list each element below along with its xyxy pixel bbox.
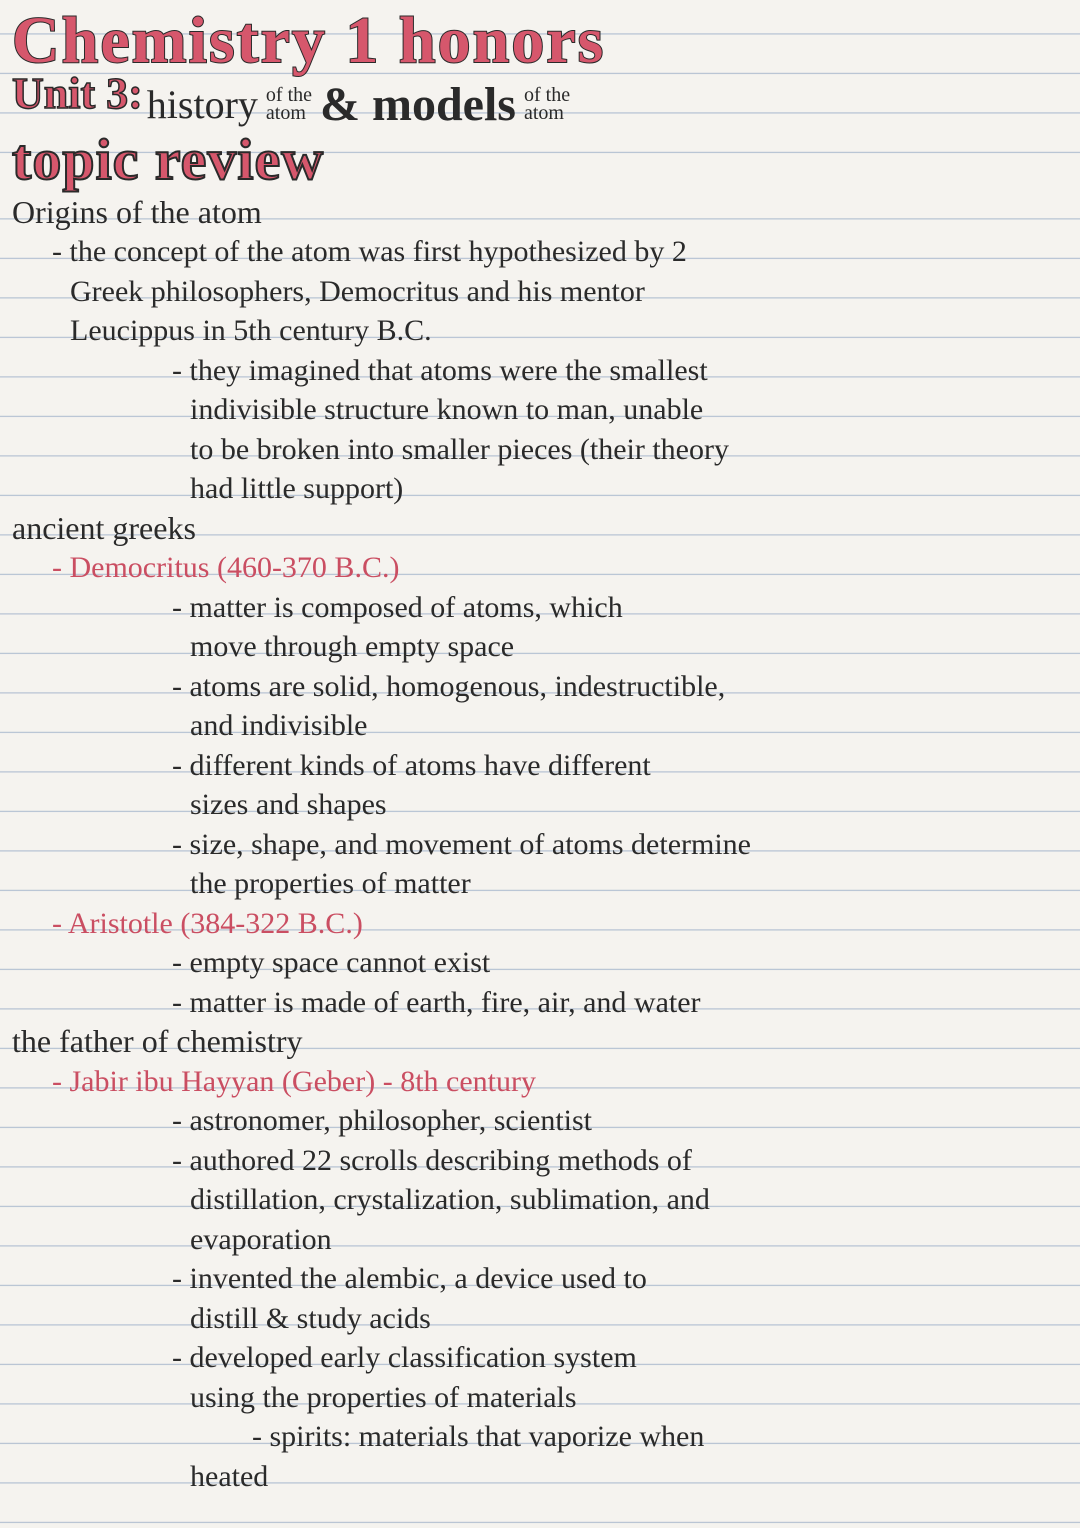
note-line: - atoms are solid, homogenous, indestruc… (10, 667, 1070, 707)
note-line: using the properties of materials (10, 1378, 1070, 1418)
stack-bot-2: atom (524, 104, 570, 122)
note-line: - invented the alembic, a device used to (10, 1259, 1070, 1299)
note-line: - matter is composed of atoms, which (10, 588, 1070, 628)
note-line: heated (10, 1457, 1070, 1497)
note-line: - empty space cannot exist (10, 943, 1070, 983)
subtitle-pre: history (147, 82, 258, 127)
notes-content: Origins of the atom- the concept of the … (0, 193, 1080, 1497)
note-line: move through empty space (10, 627, 1070, 667)
note-line: Leucippus in 5th century B.C. (10, 311, 1070, 351)
note-line: - developed early classification system (10, 1338, 1070, 1378)
note-line: sizes and shapes (10, 785, 1070, 825)
note-line: - Democritus (460-370 B.C.) (10, 548, 1070, 588)
section-heading: the father of chemistry (10, 1022, 1070, 1062)
header: Chemistry 1 honors Unit 3: history of th… (0, 0, 1080, 193)
note-line: - the concept of the atom was first hypo… (10, 232, 1070, 272)
subtitle-mid: & models (320, 78, 516, 131)
note-line: the properties of matter (10, 864, 1070, 904)
note-line: distill & study acids (10, 1299, 1070, 1339)
note-line: indivisible structure known to man, unab… (10, 390, 1070, 430)
stack-2: of the atom (524, 86, 570, 122)
note-line: distillation, crystalization, sublimatio… (10, 1180, 1070, 1220)
topic-review: topic review (12, 126, 1068, 193)
note-line: evaporation (10, 1220, 1070, 1260)
note-line: - astronomer, philosopher, scientist (10, 1101, 1070, 1141)
note-line: - matter is made of earth, fire, air, an… (10, 983, 1070, 1023)
note-line: - spirits: materials that vaporize when (10, 1417, 1070, 1457)
section-heading: Origins of the atom (10, 193, 1070, 233)
note-line: Greek philosophers, Democritus and his m… (10, 272, 1070, 312)
unit-line: Unit 3: history of the atom & models of … (12, 68, 1068, 132)
note-line: and indivisible (10, 706, 1070, 746)
course-title: Chemistry 1 honors (12, 8, 1068, 74)
note-line: - they imagined that atoms were the smal… (10, 351, 1070, 391)
note-line: - authored 22 scrolls describing methods… (10, 1141, 1070, 1181)
note-line: to be broken into smaller pieces (their … (10, 430, 1070, 470)
note-line: - Jabir ibu Hayyan (Geber) - 8th century (10, 1062, 1070, 1102)
stack-bot: atom (266, 104, 312, 122)
note-line: had little support) (10, 469, 1070, 509)
section-heading: ancient greeks (10, 509, 1070, 549)
stack-1: of the atom (266, 86, 312, 122)
note-line: - different kinds of atoms have differen… (10, 746, 1070, 786)
note-line: - Aristotle (384-322 B.C.) (10, 904, 1070, 944)
note-line: - size, shape, and movement of atoms det… (10, 825, 1070, 865)
unit-label: Unit 3: (12, 69, 143, 118)
